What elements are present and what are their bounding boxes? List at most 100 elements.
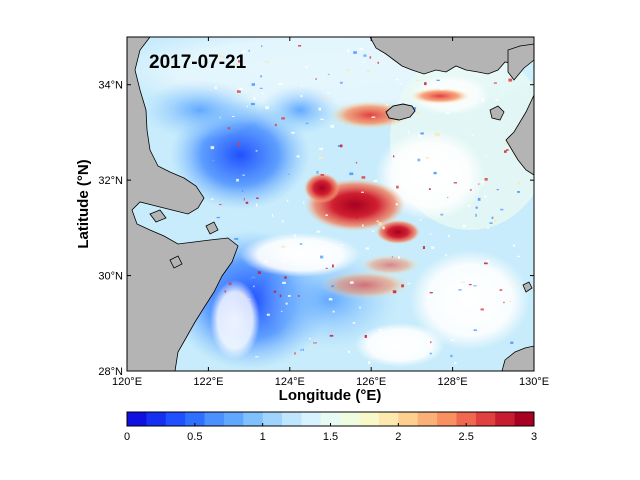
speckle (245, 201, 249, 204)
speckle (510, 341, 514, 344)
speckle (242, 190, 244, 192)
speckle (337, 145, 341, 147)
colorbar-segment (456, 412, 477, 426)
nodata-region (210, 280, 260, 360)
speckle (274, 123, 277, 127)
speckle (260, 75, 263, 78)
lon-tick-group: 120°E 122°E 124°E 126°E 128°E 130°E (112, 37, 549, 388)
speckle (450, 339, 455, 341)
speckle (417, 111, 420, 114)
speckle (506, 149, 509, 151)
speckle (362, 224, 364, 227)
speckle (210, 198, 214, 200)
speckle (238, 60, 241, 63)
speckle (401, 284, 404, 288)
land-jeju (385, 103, 416, 121)
speckle (502, 73, 504, 75)
land-island (489, 105, 505, 121)
speckle (359, 306, 361, 309)
speckle (347, 350, 350, 353)
colorbar-segment (378, 412, 399, 426)
colorbar-segment (243, 412, 264, 426)
speckle (392, 290, 397, 294)
speckle (261, 45, 263, 48)
speckle (259, 87, 263, 89)
speckle (240, 294, 243, 297)
speckle (235, 63, 240, 66)
speckle (261, 92, 264, 95)
speckle (373, 179, 378, 183)
speckle (332, 264, 334, 268)
speckle (420, 132, 424, 135)
speckle (487, 226, 489, 229)
speckle (347, 49, 350, 53)
speckle (340, 244, 344, 246)
speckle (454, 362, 457, 365)
speckle (246, 105, 248, 108)
speckle (478, 183, 480, 185)
colorbar-segment (475, 412, 496, 426)
land-japan-north (507, 43, 534, 81)
date-label: 2017-07-21 (149, 52, 247, 73)
speckle (319, 147, 324, 150)
speckle (419, 342, 424, 344)
speckle (495, 98, 498, 101)
speckle (356, 216, 358, 219)
speckle (471, 134, 474, 136)
speckle (242, 174, 245, 176)
speckle (367, 361, 371, 364)
colorbar-tick-label: 2 (395, 431, 401, 443)
speckle (264, 61, 269, 63)
speckle (278, 83, 283, 86)
speckle (282, 260, 286, 262)
colorbar-segment (146, 412, 167, 426)
speckle (361, 191, 364, 193)
speckle (363, 54, 367, 57)
speckle (285, 302, 288, 305)
speckle (306, 242, 309, 244)
speckle (429, 352, 432, 355)
speckle (289, 243, 291, 245)
speckle (477, 197, 481, 201)
speckle (305, 122, 309, 125)
speckle (386, 104, 388, 106)
speckle (429, 233, 432, 235)
lat-tick-label: 30°N (98, 271, 123, 283)
speckle (425, 157, 429, 159)
speckle (365, 247, 370, 250)
speckle (253, 285, 255, 288)
speckle (393, 155, 395, 158)
speckle (313, 342, 317, 344)
speckle (480, 180, 484, 183)
speckle (377, 61, 379, 64)
speckle (501, 93, 504, 95)
speckle (227, 127, 231, 130)
speckle (279, 294, 282, 298)
speckle (379, 329, 382, 332)
speckle (287, 173, 290, 175)
speckle (256, 197, 259, 199)
colorbar (126, 411, 535, 427)
speckle (500, 208, 504, 211)
speckle (430, 341, 432, 344)
lon-tick-label: 122°E (193, 376, 223, 388)
speckle (255, 150, 258, 152)
colorbar-tick-label: 0.5 (187, 431, 202, 443)
speckle (419, 219, 422, 221)
speckle (462, 224, 466, 228)
high-region (360, 255, 420, 275)
nodata-region (240, 233, 360, 277)
speckle (319, 156, 323, 159)
land-island (149, 209, 167, 223)
speckle (320, 255, 324, 259)
speckle (251, 102, 255, 106)
speckle (509, 300, 512, 303)
speckle (491, 301, 494, 303)
speckle (431, 246, 435, 249)
speckle (422, 246, 425, 249)
high-region (320, 271, 410, 299)
speckle (349, 281, 354, 284)
speckle (372, 230, 375, 233)
speckle (327, 92, 330, 95)
